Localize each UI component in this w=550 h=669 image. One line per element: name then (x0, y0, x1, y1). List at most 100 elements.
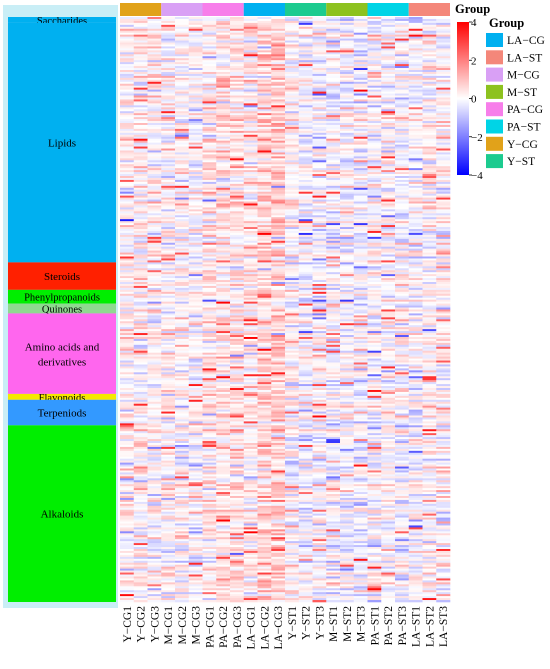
heatmap-cell (188, 232, 203, 236)
heatmap-cell (436, 360, 451, 363)
heatmap-cell (147, 197, 162, 200)
heatmap-cell (395, 93, 410, 96)
heatmap-cell (408, 411, 423, 414)
heatmap-cell (243, 325, 258, 328)
heatmap-cell (285, 189, 300, 193)
heatmap-cell (422, 111, 437, 114)
heatmap-cell (312, 71, 327, 75)
heatmap-cell (381, 172, 396, 175)
heatmap-cell (326, 30, 341, 34)
heatmap-cell (230, 34, 245, 37)
heatmap-cell (395, 405, 410, 408)
heatmap-cell (381, 144, 396, 147)
heatmap-cell (298, 283, 313, 287)
heatmap-cell (436, 121, 451, 124)
heatmap-cell (216, 291, 231, 295)
heatmap-cell (340, 374, 355, 377)
heatmap-cell (381, 189, 396, 193)
heatmap-cell (422, 366, 437, 369)
heatmap-cell (175, 166, 190, 169)
heatmap-cell (230, 321, 245, 324)
heatmap-cell (422, 250, 437, 253)
heatmap-cell (147, 201, 162, 204)
heatmap-cell (353, 244, 368, 247)
heatmap-cell (298, 333, 313, 336)
heatmap-cell (367, 164, 382, 167)
heatmap-cell (120, 91, 135, 94)
heatmap-cell (161, 170, 176, 173)
heatmap-cell (408, 70, 423, 73)
heatmap-cell (133, 378, 148, 381)
heatmap-cell (271, 321, 286, 324)
heatmap-cell (120, 305, 135, 308)
heatmap-cell (408, 421, 423, 424)
heatmap-cell (422, 87, 437, 90)
heatmap-cell (436, 205, 451, 208)
heatmap-cell (188, 213, 203, 216)
heatmap-cell (353, 166, 368, 169)
heatmap-cell (298, 89, 313, 92)
heatmap-cell (147, 101, 162, 104)
heatmap-cell (188, 195, 203, 198)
heatmap-cell (367, 60, 382, 63)
heatmap-cell (422, 391, 437, 395)
heatmap-cell (381, 285, 396, 289)
heatmap-cell (120, 66, 135, 69)
heatmap-cell (353, 181, 368, 185)
heatmap-cell (120, 229, 135, 232)
heatmap-cell (230, 185, 245, 189)
heatmap-cell (271, 111, 286, 114)
heatmap-cell (340, 229, 355, 232)
heatmap-cell (395, 283, 410, 287)
heatmap-cell (312, 60, 327, 63)
heatmap-cell (367, 195, 382, 198)
heatmap-cell (326, 119, 341, 122)
heatmap-cell (243, 87, 258, 90)
heatmap-cell (353, 372, 368, 375)
heatmap-cell (188, 252, 203, 255)
heatmap-cell (230, 191, 245, 194)
heatmap-cell (120, 329, 135, 332)
heatmap-cell (188, 264, 203, 267)
heatmap-cell (408, 360, 423, 363)
heatmap-cell (133, 244, 148, 247)
heatmap-cell (147, 395, 162, 399)
heatmap-cell (271, 205, 286, 208)
heatmap-cell (312, 393, 327, 397)
heatmap-cell (188, 407, 203, 410)
heatmap-cell (243, 260, 258, 263)
heatmap-cell (326, 234, 341, 238)
heatmap-cell (285, 301, 300, 304)
heatmap-cell (422, 187, 437, 191)
heatmap-cell (147, 71, 162, 75)
heatmap-cell (147, 386, 162, 389)
heatmap-cell (147, 199, 162, 202)
heatmap-cell (422, 268, 437, 271)
heatmap-cell (133, 230, 148, 234)
heatmap-cell (257, 386, 272, 389)
heatmap-cell (408, 138, 423, 141)
heatmap-cell (408, 229, 423, 232)
heatmap-cell (340, 191, 355, 194)
heatmap-cell (243, 372, 258, 375)
heatmap-cell (353, 44, 368, 47)
heatmap-cell (408, 150, 423, 153)
heatmap-cell (243, 258, 258, 261)
heatmap-cell (161, 307, 176, 310)
heatmap-cell (257, 232, 272, 236)
heatmap-cell (271, 413, 286, 416)
heatmap-cell (436, 260, 451, 263)
heatmap-cell (243, 403, 258, 406)
heatmap-cell (230, 70, 245, 73)
heatmap-cell (257, 372, 272, 375)
heatmap-cell (395, 18, 410, 22)
heatmap-cell (340, 203, 355, 206)
heatmap-cell (216, 191, 231, 194)
heatmap-cell (188, 93, 203, 96)
heatmap-cell (175, 189, 190, 193)
heatmap-cell (202, 260, 217, 263)
heatmap-cell (436, 370, 451, 373)
heatmap-cell (271, 150, 286, 153)
heatmap-cell (133, 280, 148, 283)
heatmap-cell (395, 282, 410, 285)
